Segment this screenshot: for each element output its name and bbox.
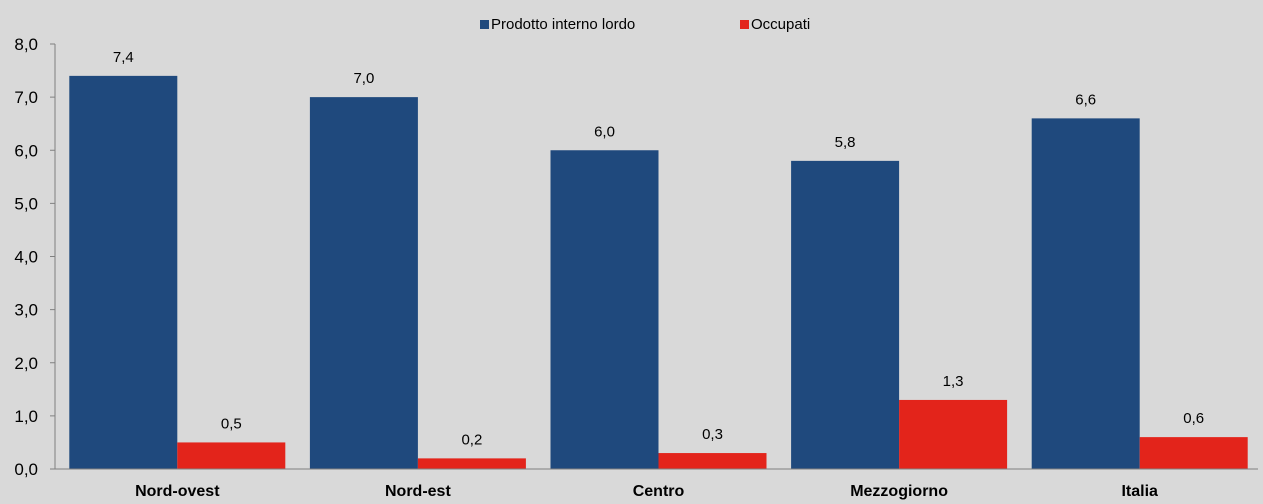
bar-occupati-italia (1139, 437, 1248, 469)
data-label: 0,3 (702, 426, 723, 443)
y-tick-label: 3,0 (14, 301, 38, 320)
y-tick-label: 1,0 (14, 407, 38, 426)
y-tick-label: 5,0 (14, 194, 38, 213)
data-label: 6,6 (1075, 91, 1096, 108)
x-axis: Nord-ovest Nord-est Centro Mezzogiorno Itali… (55, 468, 1258, 500)
bar-pil-nord-est (309, 97, 418, 469)
x-tick-label: Centro (633, 483, 685, 500)
x-tick-label: Italia (1121, 483, 1158, 500)
y-tick-label: 8,0 (14, 35, 38, 54)
bar-pil-italia (1031, 118, 1140, 469)
legend-swatch (480, 20, 489, 29)
bar-occupati-mezzogiorno (899, 399, 1008, 469)
legend-swatch (740, 20, 749, 29)
bar-pil-centro (550, 150, 659, 469)
data-label: 5,8 (835, 134, 856, 151)
y-axis: 0,0 1,0 2,0 3,0 4,0 5,0 6,0 7,0 8,0 (14, 35, 56, 479)
data-label: 0,5 (221, 415, 242, 432)
bar-pil-nord-ovest (69, 75, 178, 469)
x-tick-label: Mezzogiorno (850, 483, 948, 500)
data-label: 6,0 (594, 123, 615, 140)
data-label: 7,4 (113, 49, 134, 66)
y-tick-label: 7,0 (14, 88, 38, 107)
bar-occupati-nord-ovest (177, 442, 286, 469)
data-label: 0,6 (1183, 410, 1204, 427)
legend-label: Prodotto interno lordo (491, 16, 635, 33)
y-tick-label: 2,0 (14, 354, 38, 373)
bars: 7,4 0,5 7,0 0,2 6,0 0,3 5,8 1,3 6,6 0,6 (69, 49, 1248, 469)
x-tick-label: Nord-ovest (135, 483, 220, 500)
legend-label: Occupati (751, 16, 810, 33)
legend: Prodotto interno lordo Occupati (480, 16, 810, 33)
bar-occupati-centro (658, 453, 767, 469)
bar-pil-mezzogiorno (791, 160, 900, 469)
y-tick-label: 4,0 (14, 248, 38, 267)
y-tick-label: 0,0 (14, 460, 38, 479)
data-label: 0,2 (461, 431, 482, 448)
y-tick-label: 6,0 (14, 141, 38, 160)
x-tick-label: Nord-est (385, 483, 451, 500)
data-label: 1,3 (943, 373, 964, 390)
data-label: 7,0 (353, 70, 374, 87)
bar-occupati-nord-est (417, 458, 526, 469)
